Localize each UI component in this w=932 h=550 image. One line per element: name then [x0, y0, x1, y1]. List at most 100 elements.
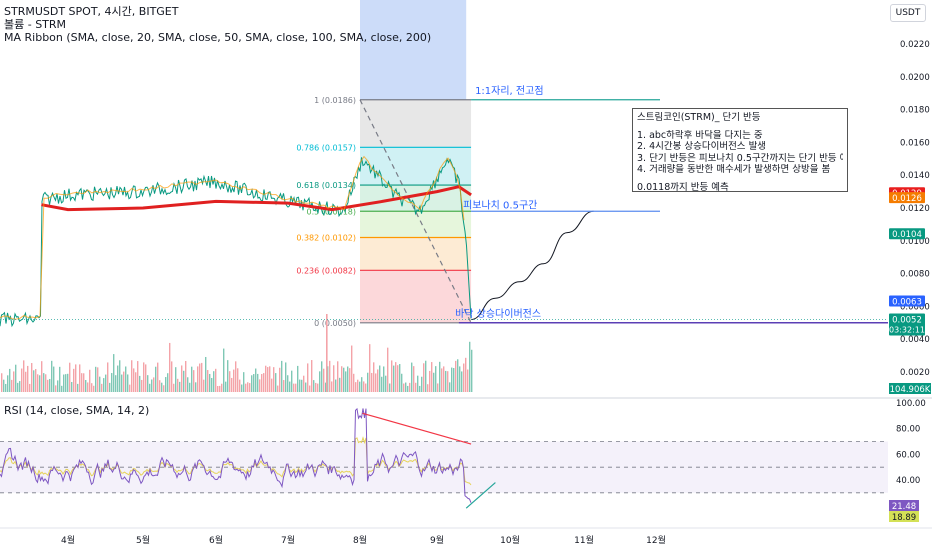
volume-bar	[409, 382, 411, 392]
volume-bar	[181, 365, 183, 392]
volume-bar	[143, 362, 145, 392]
fib-zone	[360, 237, 472, 271]
volume-bar	[53, 366, 55, 392]
fib-zone	[360, 147, 472, 186]
volume-bar	[101, 383, 103, 392]
rsi-tick-label: 80.00	[896, 425, 920, 435]
fib-zone	[360, 211, 472, 238]
volume-bar	[365, 383, 367, 392]
volume-bar	[355, 382, 357, 392]
volume-bar	[213, 371, 215, 392]
rsi-tick-label: 60.00	[896, 450, 920, 460]
volume-bar	[135, 372, 137, 392]
volume-bar	[259, 379, 261, 392]
volume-bar	[231, 377, 233, 392]
volume-bar	[227, 360, 229, 392]
volume-bar	[326, 314, 328, 392]
volume-bar	[277, 385, 279, 392]
volume-bar	[417, 375, 419, 392]
price-tick-label: 0.0220	[900, 40, 930, 50]
volume-bar	[357, 379, 359, 392]
volume-bar	[17, 382, 19, 392]
volume-bar	[441, 368, 443, 392]
volume-bar	[331, 381, 333, 392]
chart-background	[0, 0, 932, 529]
rsi-badge	[889, 500, 919, 511]
time-tick-label: 11월	[574, 534, 594, 546]
volume-bar	[453, 368, 455, 392]
volume-bar	[23, 360, 25, 392]
volume-bar	[159, 380, 161, 392]
volume-bar	[469, 341, 471, 392]
volume-bar	[249, 383, 251, 392]
volume-bar	[361, 377, 363, 392]
volume-bar	[161, 382, 163, 392]
price-tick-label: 0.0060	[900, 302, 930, 312]
volume-bar	[147, 375, 149, 392]
volume-bar	[415, 382, 417, 392]
currency-unit-button[interactable]: USDT	[890, 4, 926, 22]
volume-bar	[75, 364, 77, 392]
volume-bar	[211, 377, 213, 392]
volume-bar	[171, 361, 173, 392]
highlight-range	[360, 0, 467, 100]
volume-bar	[335, 379, 337, 392]
volume-bar	[29, 383, 31, 392]
volume-bar	[13, 371, 15, 392]
price-badge	[889, 192, 925, 204]
volume-bar	[457, 359, 459, 392]
volume-bar	[425, 360, 427, 392]
volume-bar	[165, 377, 167, 392]
volume-bar	[375, 373, 377, 392]
volume-bar	[263, 373, 265, 392]
fib-zone	[360, 270, 472, 323]
volume-bar	[115, 375, 117, 392]
rsi-tick-label: 40.00	[896, 476, 920, 486]
volume-bar	[93, 385, 95, 392]
fib-level-label: 0.786 (0.0157)	[296, 143, 356, 152]
time-tick-label: 10월	[500, 534, 520, 546]
symbol-title: STRMUSDT SPOT, 4시간, BITGET	[4, 5, 179, 18]
volume-bar	[15, 364, 17, 392]
volume-bar	[205, 356, 207, 392]
volume-bar	[127, 374, 129, 392]
volume-bar	[133, 368, 135, 392]
volume-bar	[427, 384, 429, 392]
volume-bar	[253, 374, 255, 392]
volume-bar	[1, 373, 3, 392]
fib-level-label: 0.618 (0.0134)	[296, 181, 356, 190]
time-tick-label: 12월	[646, 534, 666, 546]
volume-bar	[395, 362, 397, 392]
volume-bar	[5, 383, 7, 392]
volume-bar	[3, 379, 5, 392]
volume-bar	[459, 366, 461, 392]
annotation-target-high: 1:1자리, 전고점	[475, 85, 543, 97]
volume-bar	[123, 371, 125, 392]
volume-bar	[279, 367, 281, 392]
volume-bar	[351, 345, 353, 392]
volume-bar	[69, 362, 71, 392]
volume-bar	[61, 385, 63, 392]
volume-bar	[199, 363, 201, 392]
volume-bar	[35, 369, 37, 392]
volume-bar	[269, 366, 271, 392]
volume-bar	[429, 370, 431, 392]
volume-bar	[105, 374, 107, 392]
volume-bar	[233, 369, 235, 392]
volume-bar	[349, 368, 351, 392]
volume-bar	[157, 362, 159, 392]
volume-bar	[305, 382, 307, 392]
volume-bar	[287, 375, 289, 392]
volume-indicator-label: 볼륨 - STRM	[4, 18, 67, 31]
volume-bar	[155, 366, 157, 392]
volume-bar	[297, 365, 299, 392]
volume-bar	[31, 363, 33, 392]
volume-bar	[325, 382, 327, 392]
volume-bar	[183, 370, 185, 392]
time-tick-label: 9월	[430, 534, 444, 546]
volume-bar	[21, 368, 23, 392]
volume-bar	[345, 371, 347, 392]
price-tick-label: 0.0160	[900, 138, 930, 148]
ma-ribbon-label: MA Ribbon (SMA, close, 20, SMA, close, 5…	[4, 31, 432, 44]
